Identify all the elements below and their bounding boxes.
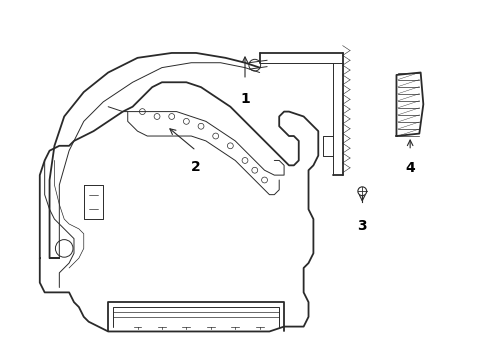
Text: 3: 3 (357, 219, 367, 233)
Text: 4: 4 (405, 161, 415, 175)
Text: 2: 2 (191, 161, 201, 175)
Text: 1: 1 (240, 92, 250, 106)
